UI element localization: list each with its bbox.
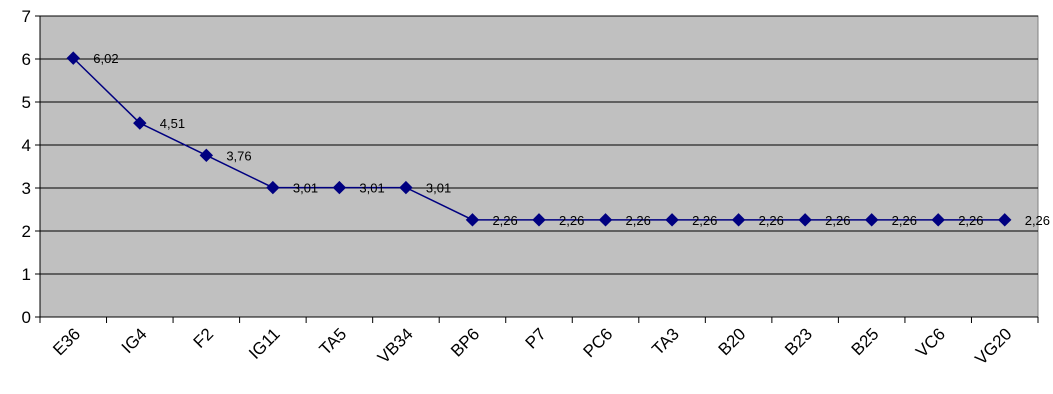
data-label: 3,01 <box>426 181 451 196</box>
data-label: 3,76 <box>226 148 251 163</box>
x-tick-label: TA3 <box>648 324 683 359</box>
data-point-marker <box>598 213 613 227</box>
x-tick-label: F2 <box>190 324 217 351</box>
data-point-marker <box>731 213 746 227</box>
x-tick-label: IG11 <box>245 324 284 363</box>
y-tick-label: 5 <box>22 93 31 112</box>
y-tick-label: 4 <box>22 136 31 155</box>
axes <box>35 15 1039 323</box>
data-point-marker <box>798 213 812 227</box>
data-point-marker <box>998 213 1012 227</box>
data-point-marker <box>266 180 280 195</box>
data-point-marker <box>465 213 480 227</box>
plot-area <box>39 15 1039 318</box>
data-point-marker <box>665 213 679 227</box>
x-axis-tick-labels: E36 IG4 F2 IG11 TA5 VB34 BP6 P7 PC6 TA3 B20 B23 B25 V… <box>49 324 1015 368</box>
y-axis-tick-labels: 0 1 2 3 4 5 6 7 <box>22 7 31 327</box>
x-tick-label: E36 <box>49 324 84 359</box>
y-tick-label: 0 <box>22 308 31 327</box>
x-tick-label: BP6 <box>447 324 483 360</box>
x-tick-label: PC6 <box>580 324 617 361</box>
x-tick-label: P7 <box>522 324 550 352</box>
y-tick-label: 6 <box>22 50 31 69</box>
data-label: 2,26 <box>958 213 983 228</box>
x-tick-label: B25 <box>848 324 883 359</box>
data-label: 2,26 <box>626 213 651 228</box>
x-tick-label: TA5 <box>316 324 351 359</box>
data-point-marker <box>199 148 214 163</box>
y-tick-label: 2 <box>22 222 31 241</box>
y-tick-label: 3 <box>22 179 31 198</box>
data-point-marker <box>399 180 413 195</box>
data-label: 3,01 <box>293 181 318 196</box>
data-label: 2,26 <box>559 213 584 228</box>
data-point-marker <box>532 213 546 227</box>
data-label: 2,26 <box>759 213 784 228</box>
data-point-marker <box>332 180 347 195</box>
data-label: 2,26 <box>492 213 517 228</box>
y-tick-label: 7 <box>22 7 31 26</box>
data-label: 2,26 <box>1025 213 1050 228</box>
data-point-marker <box>133 116 147 130</box>
data-label: 2,26 <box>825 213 850 228</box>
x-tick-label: VG20 <box>971 324 1015 368</box>
data-label: 4,51 <box>160 116 185 131</box>
data-label: 2,26 <box>892 213 917 228</box>
x-tick-label: VC6 <box>912 324 949 361</box>
y-tick-label: 1 <box>22 265 31 284</box>
data-label: 2,26 <box>692 213 717 228</box>
data-point-marker <box>66 51 80 65</box>
data-label: 6,02 <box>93 51 118 66</box>
data-label: 3,01 <box>359 181 384 196</box>
data-point-marker <box>864 213 879 227</box>
data-labels: 6,02 4,51 3,76 3,01 3,01 3,01 2,26 2,26 2,26 2,26… <box>93 51 1050 228</box>
x-tick-label: VB34 <box>374 324 417 367</box>
data-point-marker <box>931 213 945 227</box>
x-tick-label: IG4 <box>118 324 151 357</box>
x-tick-label: B23 <box>781 324 816 359</box>
x-tick-label: B20 <box>715 324 750 359</box>
series-markers <box>66 51 1012 227</box>
gridlines <box>40 15 1038 275</box>
